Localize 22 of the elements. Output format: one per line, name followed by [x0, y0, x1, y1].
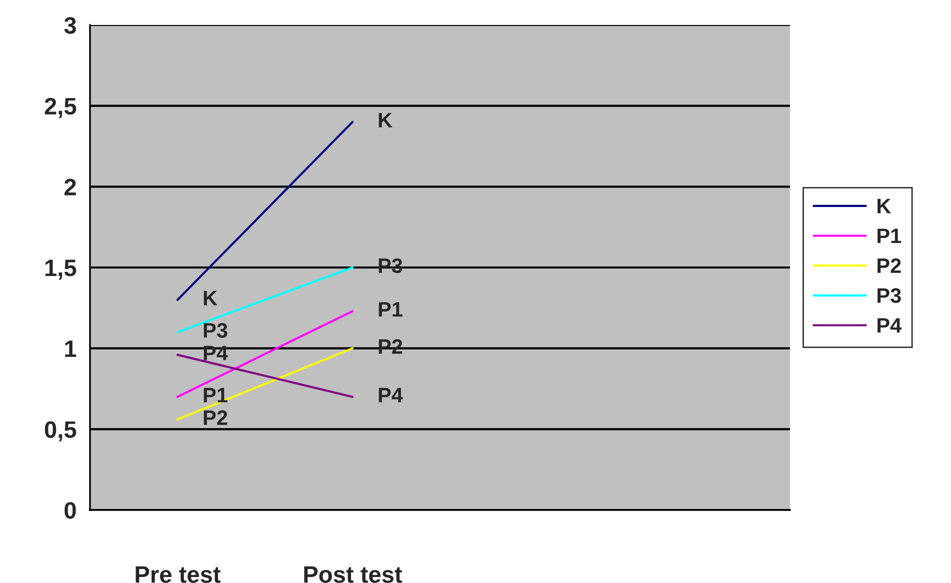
legend-label: P1	[878, 228, 902, 244]
annotation: P2	[204, 410, 228, 425]
y-tick-label: 0	[64, 502, 76, 519]
legend-label: P4	[878, 318, 902, 333]
annotation: P4	[204, 346, 228, 360]
x-tick-label: Pre test	[136, 566, 221, 583]
annotation: P1	[204, 388, 228, 402]
x-tick-label: Post test	[304, 566, 402, 583]
annotation: P3	[204, 323, 228, 338]
y-tick-label: 3	[64, 17, 76, 34]
legend-label: P2	[878, 258, 901, 273]
annotation: K	[378, 113, 392, 128]
y-tick-label: 1	[65, 340, 76, 357]
annotation: P1	[378, 302, 402, 317]
legend-label: P3	[878, 288, 901, 303]
legend-label: K	[878, 198, 892, 214]
y-tick-label: 0,5	[44, 421, 76, 442]
annotation: K	[204, 290, 218, 306]
y-tick-label: 2	[64, 178, 76, 196]
y-tick-label: 2,5	[44, 98, 76, 118]
annotation: P4	[378, 388, 403, 402]
y-tick-label: 1,5	[45, 260, 76, 280]
